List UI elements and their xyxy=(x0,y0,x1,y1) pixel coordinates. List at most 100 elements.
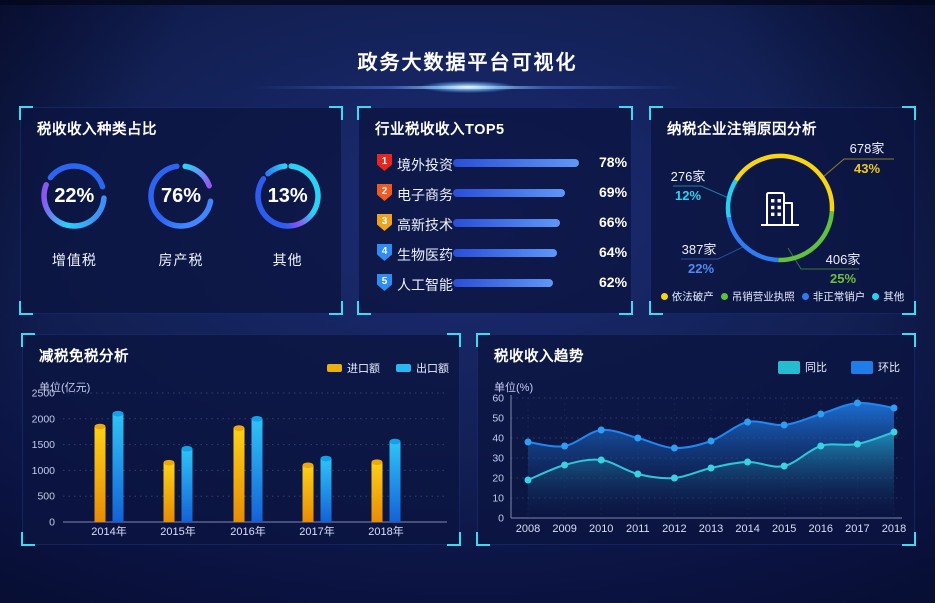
ring-svg xyxy=(254,163,321,229)
rings-row: 22% 增值税 76% 房产税 13% 其他 xyxy=(21,156,341,270)
top5-row-电子商务: 2 电子商务 69% xyxy=(359,178,631,208)
donut-leader-line xyxy=(822,158,894,178)
donut-leader-line xyxy=(673,185,732,200)
bar-series-出口额 xyxy=(112,410,401,522)
legend-label: 出口额 xyxy=(416,363,449,375)
corner-bracket xyxy=(19,301,33,315)
industry-label: 人工智能 xyxy=(397,277,453,293)
donut-percent-label: 22% xyxy=(687,261,715,276)
donut-leader-line xyxy=(681,244,748,260)
ring-增值税: 22% 增值税 xyxy=(22,156,128,270)
x-tick-label: 2018年 xyxy=(368,524,403,538)
ring-percent-value: 22% xyxy=(54,184,95,207)
industry-bar xyxy=(453,159,580,167)
y-tick-label: 2000 xyxy=(32,413,56,425)
legend-item-环比[interactable]: 环比 xyxy=(851,359,900,375)
donut-percent-label: 12% xyxy=(674,188,702,203)
x-tick-label: 2014年 xyxy=(91,524,126,538)
rank-badge: 2 xyxy=(377,184,392,201)
industry-label: 境外投资 xyxy=(397,157,453,173)
panel-industry-top5: 行业税收收入TOP5 1 境外投资 78% 2 电子商务 69% 3 高新技术 66% 4 生物医药… xyxy=(357,106,633,315)
donut-slice-吊销营业执照 xyxy=(778,211,835,263)
ring-gauge: 76% xyxy=(141,156,221,236)
legend-label: 同比 xyxy=(805,362,827,374)
corner-bracket xyxy=(329,106,343,120)
ring-category-label: 其他 xyxy=(272,252,303,268)
corner-bracket xyxy=(357,301,371,315)
corner-bracket xyxy=(619,301,633,315)
donut-count-label: 678家 xyxy=(849,141,885,156)
legend-label: 进口额 xyxy=(347,363,380,375)
donut-count-label: 387家 xyxy=(681,242,717,257)
x-tick-label: 2012 xyxy=(662,523,686,535)
industry-percent: 69% xyxy=(599,184,628,200)
ring-房产税: 76% 房产税 xyxy=(128,156,234,270)
y-tick-label: 500 xyxy=(37,491,55,503)
x-tick-label: 2010 xyxy=(589,523,613,535)
legend-item-依法破产[interactable]: 依法破产 xyxy=(660,289,714,304)
legend-swatch xyxy=(778,360,800,374)
y-tick-label: 1500 xyxy=(32,439,56,451)
ring-percent-value: 76% xyxy=(160,184,201,207)
legend-label: 吊销营业执照 xyxy=(731,291,795,303)
donut-legend: 依法破产 吊销营业执照 非正常销户 其他 xyxy=(651,289,914,304)
corner-bracket xyxy=(357,106,371,120)
ring-svg xyxy=(148,163,214,229)
industry-percent: 62% xyxy=(599,274,628,290)
unit-label: 单位(%) xyxy=(494,382,534,394)
panel-tax-type-share: 税收收入种类占比 22% 增值税 76% 房产税 13% 其他 xyxy=(19,106,343,315)
corner-bracket xyxy=(19,106,33,120)
grouped-bar-chart: 0 500 1000 1500 2000 2500 2014年 2015年 2016年 2017年… xyxy=(32,388,447,538)
donut-count-label: 276家 xyxy=(670,169,706,184)
x-tick-label: 2018 xyxy=(882,523,906,535)
y-tick-label: 30 xyxy=(492,453,504,465)
industry-label: 电子商务 xyxy=(397,187,453,203)
top5-row-高新技术: 3 高新技术 66% xyxy=(359,208,631,238)
panel-tax-reduction: 减税免税分析 单位(亿元) 进口额 出口额 0 500 1000 1500 2000 250… xyxy=(21,333,461,546)
legend-item-其他[interactable]: 其他 xyxy=(872,289,904,304)
industry-label: 高新技术 xyxy=(397,217,453,233)
y-tick-label: 60 xyxy=(492,393,504,405)
bar-legend: 进口额 出口额 xyxy=(327,360,449,376)
x-tick-label: 2013 xyxy=(699,523,723,535)
ring-category-label: 房产税 xyxy=(158,252,204,268)
industry-bar xyxy=(453,219,560,227)
top5-row-境外投资: 1 境外投资 78% xyxy=(359,148,631,178)
donut-percent-label: 25% xyxy=(829,271,857,286)
corner-bracket xyxy=(329,301,343,315)
industry-label: 生物医药 xyxy=(397,247,453,263)
top5-row-生物医药: 4 生物医药 64% xyxy=(359,238,631,268)
x-tick-label: 2017年 xyxy=(299,524,334,538)
x-tick-label: 2015 xyxy=(772,523,796,535)
x-tick-label: 2016年 xyxy=(230,524,265,538)
legend-swatch xyxy=(327,364,342,372)
industry-percent: 66% xyxy=(599,214,628,230)
legend-swatch xyxy=(851,360,873,374)
top5-row-人工智能: 5 人工智能 62% xyxy=(359,268,631,298)
donut-percent-label: 43% xyxy=(853,161,881,176)
legend-item-非正常销户[interactable]: 非正常销户 xyxy=(801,289,866,304)
donut-slice-非正常销户 xyxy=(726,216,779,263)
legend-label: 非正常销户 xyxy=(812,291,866,303)
page-title: 政务大数据平台可视化 xyxy=(357,52,578,74)
panel-title: 行业税收收入TOP5 xyxy=(375,122,505,138)
legend-label: 其他 xyxy=(883,291,905,303)
x-tick-label: 2009 xyxy=(552,523,576,535)
x-tick-label: 2017 xyxy=(845,523,869,535)
legend-item-吊销营业执照[interactable]: 吊销营业执照 xyxy=(720,289,795,304)
y-tick-label: 50 xyxy=(492,413,504,425)
industry-percent: 78% xyxy=(599,154,628,170)
markers-同比 xyxy=(524,428,898,484)
legend-dot xyxy=(801,293,809,300)
y-tick-label: 0 xyxy=(498,513,504,525)
donut-chart xyxy=(673,153,894,270)
legend-item-同比[interactable]: 同比 xyxy=(778,359,827,375)
rank-badge: 5 xyxy=(377,274,392,291)
line-legend: 同比 环比 xyxy=(778,359,900,375)
panel-title: 减税免税分析 xyxy=(39,349,129,365)
legend-item-出口额[interactable]: 出口额 xyxy=(396,360,449,376)
ring-gauge: 13% xyxy=(248,156,328,236)
legend-item-进口额[interactable]: 进口额 xyxy=(327,360,380,376)
ring-svg xyxy=(41,163,108,229)
top5-rows: 1 境外投资 78% 2 电子商务 69% 3 高新技术 66% 4 生物医药 64% 5 人工智能 62% xyxy=(359,148,631,298)
